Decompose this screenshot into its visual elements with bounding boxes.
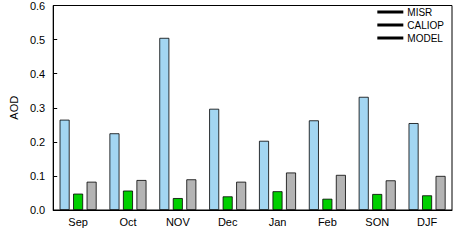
svg-text:Sep: Sep <box>68 216 88 228</box>
svg-text:Jan: Jan <box>269 216 287 228</box>
svg-text:0.3: 0.3 <box>30 102 45 114</box>
svg-text:MODEL: MODEL <box>407 33 443 44</box>
svg-text:Feb: Feb <box>318 216 337 228</box>
svg-text:Dec: Dec <box>218 216 238 228</box>
svg-text:0.5: 0.5 <box>30 34 45 46</box>
svg-text:AOD: AOD <box>8 96 20 120</box>
svg-text:0.6: 0.6 <box>30 0 45 12</box>
svg-text:NOV: NOV <box>166 216 191 228</box>
svg-text:0.1: 0.1 <box>30 170 45 182</box>
svg-text:0.4: 0.4 <box>30 68 45 80</box>
svg-text:MISR: MISR <box>407 7 432 18</box>
svg-text:DJF: DJF <box>417 216 437 228</box>
svg-text:SON: SON <box>365 216 389 228</box>
svg-text:CALIOP: CALIOP <box>407 20 444 31</box>
svg-text:Oct: Oct <box>119 216 136 228</box>
svg-text:0.2: 0.2 <box>30 136 45 148</box>
svg-text:0.0: 0.0 <box>30 204 45 216</box>
